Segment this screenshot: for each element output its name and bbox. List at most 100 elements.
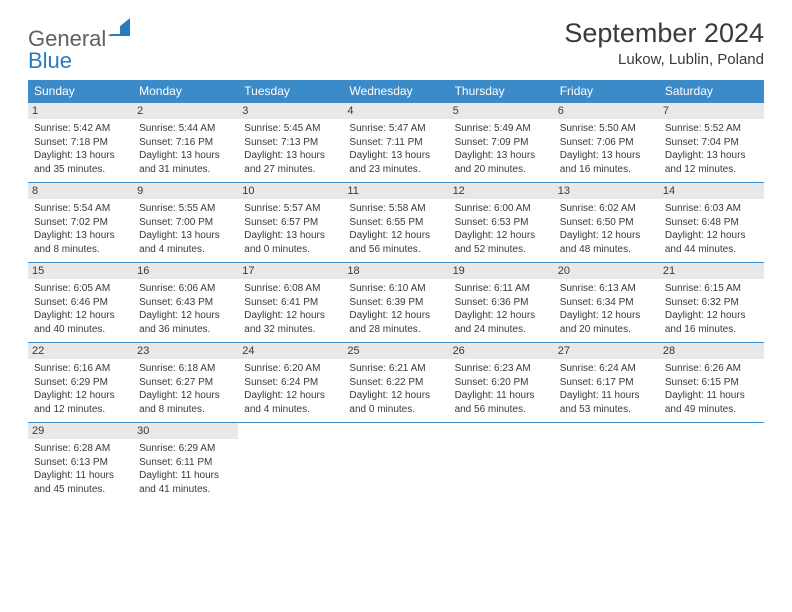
day-cell: 15 Sunrise: 6:05 AMSunset: 6:46 PMDayligh… (28, 263, 133, 343)
logo: General Blue (28, 18, 130, 72)
day-cell: 23Sunrise: 6:18 AMSunset: 6:27 PMDayligh… (133, 343, 238, 423)
day-cell: 14 Sunrise: 6:03 AMSunset: 6:48 PMDayligh… (659, 183, 764, 263)
weekday-header: Monday (133, 80, 238, 103)
day-cell: 2 Sunrise: 5:44 AMSunset: 7:16 PMDaylight… (133, 103, 238, 183)
day-number: 19 (449, 263, 554, 279)
day-number: 26 (449, 343, 554, 359)
day-details: Sunrise: 5:44 AMSunset: 7:16 PMDaylight:… (139, 122, 232, 176)
day-cell: 29 Sunrise: 6:28 AMSunset: 6:13 PMDayligh… (28, 423, 133, 503)
day-details: Sunrise: 6:10 AMSunset: 6:39 PMDaylight:… (349, 282, 442, 336)
day-cell: 10 Sunrise: 5:57 AMSunset: 6:57 PMDayligh… (238, 183, 343, 263)
day-details: Sunrise: 5:55 AMSunset: 7:00 PMDaylight:… (139, 202, 232, 256)
week-row: 15 Sunrise: 6:05 AMSunset: 6:46 PMDayligh… (28, 263, 764, 343)
day-details: Sunrise: 5:57 AMSunset: 6:57 PMDaylight:… (244, 202, 337, 256)
day-number: 30 (133, 423, 238, 439)
logo-part2: Blue (28, 48, 72, 73)
day-number: 2 (133, 103, 238, 119)
day-details: Sunrise: 6:23 AMSunset: 6:20 PMDaylight:… (455, 362, 548, 416)
calendar-table: SundayMondayTuesdayWednesdayThursdayFrid… (28, 80, 764, 502)
day-cell: 28 Sunrise: 6:26 AMSunset: 6:15 PMDayligh… (659, 343, 764, 423)
day-number: 11 (343, 183, 448, 199)
weekday-header: Sunday (28, 80, 133, 103)
day-cell: 6 Sunrise: 5:50 AMSunset: 7:06 PMDaylight… (554, 103, 659, 183)
title-block: September 2024 Lukow, Lublin, Poland (564, 18, 764, 68)
day-details: Sunrise: 5:45 AMSunset: 7:13 PMDaylight:… (244, 122, 337, 176)
day-cell: 4Sunrise: 5:47 AMSunset: 7:11 PMDaylight… (343, 103, 448, 183)
day-number: 13 (554, 183, 659, 199)
day-cell: 21 Sunrise: 6:15 AMSunset: 6:32 PMDayligh… (659, 263, 764, 343)
day-details: Sunrise: 5:58 AMSunset: 6:55 PMDaylight:… (349, 202, 442, 256)
day-cell: 26 Sunrise: 6:23 AMSunset: 6:20 PMDayligh… (449, 343, 554, 423)
day-details: Sunrise: 5:54 AMSunset: 7:02 PMDaylight:… (34, 202, 127, 256)
day-number: 23 (133, 343, 238, 359)
day-cell: 30Sunrise: 6:29 AMSunset: 6:11 PMDayligh… (133, 423, 238, 503)
day-cell: 13 Sunrise: 6:02 AMSunset: 6:50 PMDayligh… (554, 183, 659, 263)
day-number: 8 (28, 183, 133, 199)
day-number: 17 (238, 263, 343, 279)
day-details: Sunrise: 6:11 AMSunset: 6:36 PMDaylight:… (455, 282, 548, 336)
day-details: Sunrise: 6:03 AMSunset: 6:48 PMDaylight:… (665, 202, 758, 256)
day-details: Sunrise: 5:49 AMSunset: 7:09 PMDaylight:… (455, 122, 548, 176)
header: General Blue September 2024 Lukow, Lubli… (28, 18, 764, 72)
day-number: 29 (28, 423, 133, 439)
day-cell: 18Sunrise: 6:10 AMSunset: 6:39 PMDayligh… (343, 263, 448, 343)
day-details: Sunrise: 6:15 AMSunset: 6:32 PMDaylight:… (665, 282, 758, 336)
week-row: 29 Sunrise: 6:28 AMSunset: 6:13 PMDayligh… (28, 423, 764, 503)
day-number: 15 (28, 263, 133, 279)
day-details: Sunrise: 5:47 AMSunset: 7:11 PMDaylight:… (349, 122, 442, 176)
day-number: 21 (659, 263, 764, 279)
day-number: 9 (133, 183, 238, 199)
day-number: 10 (238, 183, 343, 199)
day-cell: . (449, 423, 554, 503)
day-number: 7 (659, 103, 764, 119)
day-number: 25 (343, 343, 448, 359)
day-cell: 27 Sunrise: 6:24 AMSunset: 6:17 PMDayligh… (554, 343, 659, 423)
logo-sail-icon (108, 18, 130, 36)
day-cell: . (238, 423, 343, 503)
day-number: 5 (449, 103, 554, 119)
weekday-header: Tuesday (238, 80, 343, 103)
day-cell: 9 Sunrise: 5:55 AMSunset: 7:00 PMDaylight… (133, 183, 238, 263)
day-details: Sunrise: 6:08 AMSunset: 6:41 PMDaylight:… (244, 282, 337, 336)
day-number: 20 (554, 263, 659, 279)
day-number: 22 (28, 343, 133, 359)
day-number: 16 (133, 263, 238, 279)
day-details: Sunrise: 5:52 AMSunset: 7:04 PMDaylight:… (665, 122, 758, 176)
day-details: Sunrise: 6:20 AMSunset: 6:24 PMDaylight:… (244, 362, 337, 416)
weekday-header: Wednesday (343, 80, 448, 103)
day-cell: 25Sunrise: 6:21 AMSunset: 6:22 PMDayligh… (343, 343, 448, 423)
day-cell: 24 Sunrise: 6:20 AMSunset: 6:24 PMDayligh… (238, 343, 343, 423)
week-row: 1 Sunrise: 5:42 AMSunset: 7:18 PMDaylight… (28, 103, 764, 183)
day-cell: 11 Sunrise: 5:58 AMSunset: 6:55 PMDayligh… (343, 183, 448, 263)
month-title: September 2024 (564, 18, 764, 49)
day-cell: 19 Sunrise: 6:11 AMSunset: 6:36 PMDayligh… (449, 263, 554, 343)
day-details: Sunrise: 6:16 AMSunset: 6:29 PMDaylight:… (34, 362, 127, 416)
day-cell: 17 Sunrise: 6:08 AMSunset: 6:41 PMDayligh… (238, 263, 343, 343)
day-details: Sunrise: 6:28 AMSunset: 6:13 PMDaylight:… (34, 442, 127, 496)
day-details: Sunrise: 6:06 AMSunset: 6:43 PMDaylight:… (139, 282, 232, 336)
day-details: Sunrise: 5:50 AMSunset: 7:06 PMDaylight:… (560, 122, 653, 176)
day-number: 1 (28, 103, 133, 119)
day-cell: . (343, 423, 448, 503)
day-details: Sunrise: 6:00 AMSunset: 6:53 PMDaylight:… (455, 202, 548, 256)
day-cell: 3Sunrise: 5:45 AMSunset: 7:13 PMDaylight… (238, 103, 343, 183)
day-number: 28 (659, 343, 764, 359)
calendar-page: General Blue September 2024 Lukow, Lubli… (0, 0, 792, 502)
day-number: 14 (659, 183, 764, 199)
location: Lukow, Lublin, Poland (564, 51, 764, 68)
weekday-header-row: SundayMondayTuesdayWednesdayThursdayFrid… (28, 80, 764, 103)
day-cell: 1 Sunrise: 5:42 AMSunset: 7:18 PMDaylight… (28, 103, 133, 183)
day-details: Sunrise: 6:05 AMSunset: 6:46 PMDaylight:… (34, 282, 127, 336)
day-cell: 8 Sunrise: 5:54 AMSunset: 7:02 PMDaylight… (28, 183, 133, 263)
day-number: 24 (238, 343, 343, 359)
day-cell: 5 Sunrise: 5:49 AMSunset: 7:09 PMDaylight… (449, 103, 554, 183)
day-details: Sunrise: 6:26 AMSunset: 6:15 PMDaylight:… (665, 362, 758, 416)
week-row: 8 Sunrise: 5:54 AMSunset: 7:02 PMDaylight… (28, 183, 764, 263)
day-details: Sunrise: 5:42 AMSunset: 7:18 PMDaylight:… (34, 122, 127, 176)
weekday-header: Thursday (449, 80, 554, 103)
day-number: 6 (554, 103, 659, 119)
day-details: Sunrise: 6:24 AMSunset: 6:17 PMDaylight:… (560, 362, 653, 416)
day-details: Sunrise: 6:02 AMSunset: 6:50 PMDaylight:… (560, 202, 653, 256)
day-number: 27 (554, 343, 659, 359)
week-row: 22 Sunrise: 6:16 AMSunset: 6:29 PMDayligh… (28, 343, 764, 423)
